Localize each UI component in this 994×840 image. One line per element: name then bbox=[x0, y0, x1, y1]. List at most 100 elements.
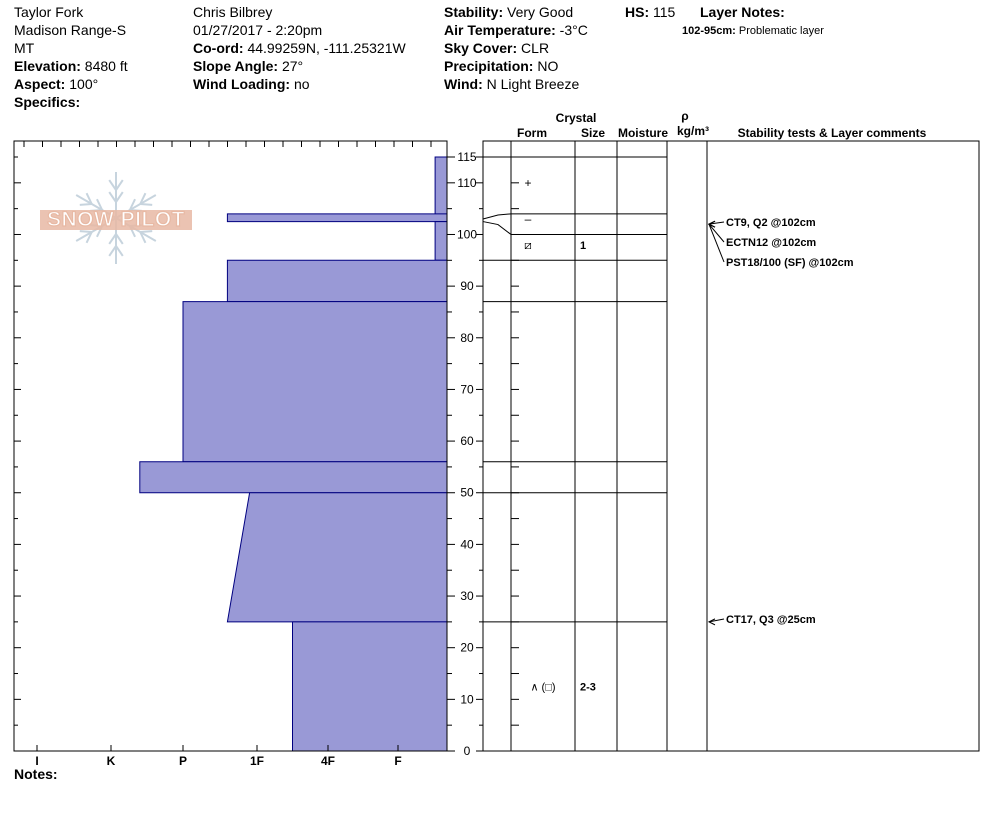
height-tick-label: 10 bbox=[460, 692, 474, 706]
condition-value: -3°C bbox=[559, 22, 588, 38]
snowflake-branch bbox=[96, 198, 104, 211]
location-label: Specifics: bbox=[14, 94, 81, 110]
test-arrow bbox=[708, 223, 725, 243]
logo-banner bbox=[40, 210, 192, 230]
size-header: Size bbox=[581, 126, 605, 140]
height-tick-label: 50 bbox=[460, 486, 474, 500]
hardness-frame bbox=[13, 140, 448, 752]
hardness-layer bbox=[139, 461, 448, 494]
height-tick-label: 100 bbox=[457, 227, 477, 241]
location-value: MT bbox=[14, 40, 35, 56]
location-row: MT bbox=[14, 39, 128, 57]
condition-value: Very Good bbox=[507, 4, 574, 20]
crystal-header: Crystal bbox=[556, 111, 597, 125]
condition-row: Air Temperature: -3°C bbox=[444, 21, 588, 39]
condition-label: Sky Cover: bbox=[444, 40, 518, 56]
hardness-tick-label: K bbox=[107, 754, 116, 768]
snowflake-branch bbox=[115, 245, 124, 257]
notes-label: Notes: bbox=[14, 766, 58, 782]
hardness-layer bbox=[434, 221, 448, 261]
height-tick-label: 80 bbox=[460, 331, 474, 345]
snowflake-branch bbox=[85, 231, 93, 244]
observer-value: 44.99259N, -111.25321W bbox=[247, 40, 406, 56]
location-label: Aspect: bbox=[14, 76, 66, 92]
hardness-layer bbox=[226, 213, 448, 223]
hs-label: HS: bbox=[625, 4, 650, 20]
layer-connector bbox=[482, 221, 512, 235]
density-unit: kg/m³ bbox=[677, 124, 709, 138]
hardness-layer bbox=[434, 156, 448, 223]
observer-row: Wind Loading: no bbox=[193, 75, 406, 93]
snowflake-branch bbox=[108, 179, 117, 191]
location-value: Madison Range-S bbox=[14, 22, 127, 38]
layer-connector bbox=[482, 213, 512, 220]
table-frame bbox=[482, 140, 980, 752]
grain-form: – bbox=[525, 212, 532, 226]
hardness-layer bbox=[292, 621, 448, 752]
stability-tests: CT9, Q2 @102cm ECTN12 @102cm PST18/100 (SF… bbox=[707, 217, 854, 626]
snowflake-branch bbox=[140, 203, 153, 206]
grain-size: 1 bbox=[580, 240, 586, 252]
height-tick-label: 90 bbox=[460, 279, 474, 293]
observer-row: Chris Bilbrey bbox=[193, 3, 406, 21]
snowflake-branch bbox=[108, 245, 117, 257]
stability-test-label: CT17, Q3 @25cm bbox=[726, 614, 816, 626]
condition-row: Wind: N Light Breeze bbox=[444, 75, 588, 93]
observer-label: Co-ord: bbox=[193, 40, 244, 56]
location-row: Specifics: bbox=[14, 93, 128, 111]
observer-value: 01/27/2017 - 2:20pm bbox=[193, 22, 323, 38]
hardness-tick-label: F bbox=[394, 754, 401, 768]
condition-row: Stability: Very Good bbox=[444, 3, 588, 21]
grain-form: ∧ (□) bbox=[530, 681, 555, 693]
condition-value: CLR bbox=[521, 40, 550, 56]
snowflake-branch bbox=[139, 231, 147, 244]
stability-test-label: ECTN12 @102cm bbox=[726, 237, 816, 249]
height-tick-label: 60 bbox=[460, 434, 474, 448]
grain-form: + bbox=[524, 176, 531, 190]
hardness-tick-label: I bbox=[35, 754, 38, 768]
snowflake-branch bbox=[115, 191, 124, 203]
location-row: Aspect: 100° bbox=[14, 75, 128, 93]
snowflake-branch bbox=[79, 203, 92, 206]
hardness-tick-label: 1F bbox=[250, 754, 264, 768]
height-tick-label: 0 bbox=[464, 744, 471, 758]
condition-value: N Light Breeze bbox=[486, 76, 580, 92]
snowflake-branch bbox=[108, 191, 117, 203]
height-tick-label: 30 bbox=[460, 589, 474, 603]
hardness-layer bbox=[226, 492, 448, 623]
stability-test-label: CT9, Q2 @102cm bbox=[726, 217, 816, 229]
observer-block: Chris Bilbrey 01/27/2017 - 2:20pm Co-ord: … bbox=[193, 3, 406, 93]
hardness-axis: I K P 1F 4F F bbox=[35, 745, 402, 768]
condition-label: Stability: bbox=[444, 4, 504, 20]
test-arrow bbox=[708, 223, 725, 263]
hardness-tick-label: P bbox=[179, 754, 187, 768]
layer-note-range: 102-95cm: bbox=[682, 25, 736, 37]
observer-value: 27° bbox=[281, 58, 304, 74]
condition-value: NO bbox=[537, 58, 559, 74]
snowflake-branch bbox=[108, 233, 117, 245]
location-row: Madison Range-S bbox=[14, 21, 128, 39]
observer-value: no bbox=[293, 76, 310, 92]
snow-height: HS: 115 bbox=[625, 3, 675, 21]
condition-row: Precipitation: NO bbox=[444, 57, 588, 75]
snowflake-branch bbox=[115, 233, 124, 245]
snowflake-branch bbox=[85, 192, 93, 205]
location-label: Elevation: bbox=[14, 58, 81, 74]
height-tick-label: 40 bbox=[460, 537, 474, 551]
snowflake-branch bbox=[115, 179, 124, 191]
height-tick-label: 115 bbox=[457, 150, 476, 164]
condition-label: Precipitation: bbox=[444, 58, 534, 74]
moisture-header: Moisture bbox=[618, 126, 668, 140]
height-tick-label: 110 bbox=[457, 176, 476, 190]
condition-row: Sky Cover: CLR bbox=[444, 39, 588, 57]
location-value: Taylor Fork bbox=[14, 4, 84, 20]
grain-form: ⧄ bbox=[524, 238, 532, 252]
snowflake-branch bbox=[128, 198, 136, 211]
grain-size: 2-3 bbox=[580, 681, 596, 693]
hardness-tick-label: 4F bbox=[321, 754, 335, 768]
observer-row: 01/27/2017 - 2:20pm bbox=[193, 21, 406, 39]
layer-notes-title: Layer Notes: bbox=[700, 3, 785, 21]
logo-text: SNOW PILOT bbox=[47, 208, 185, 231]
